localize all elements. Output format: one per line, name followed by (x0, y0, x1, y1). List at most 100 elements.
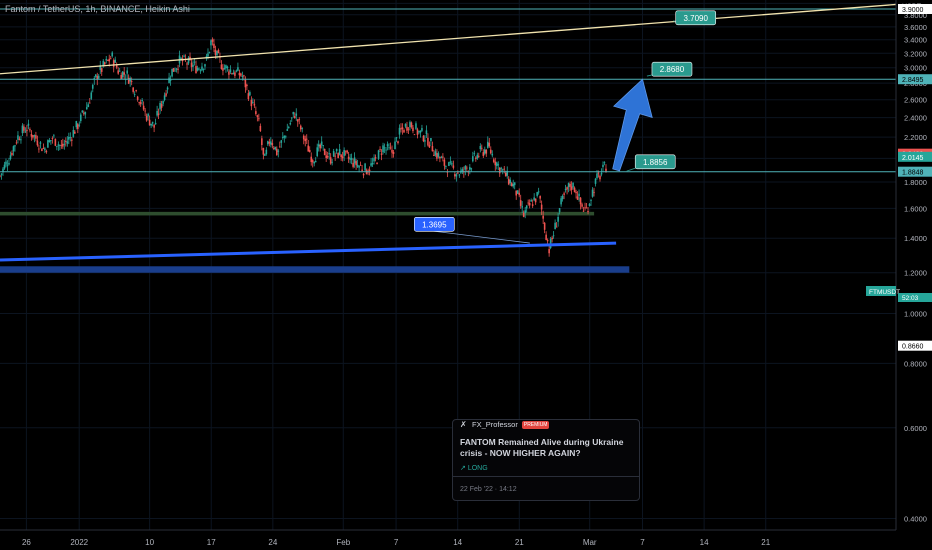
candle-body (332, 150, 335, 157)
candle-body (394, 141, 396, 150)
candle-body (340, 154, 342, 158)
candle-body (18, 138, 21, 140)
candle-body (546, 239, 549, 242)
candle-body (412, 127, 414, 132)
candle-body (174, 70, 176, 72)
candle-body (280, 140, 283, 143)
countdown-tag-label: 52:03 (902, 295, 919, 302)
candle-body (527, 202, 529, 204)
candle-body (433, 154, 435, 157)
candle-body (12, 146, 15, 152)
candle-body (331, 161, 333, 163)
candle-body (8, 163, 10, 165)
candle-body (480, 147, 483, 149)
candle-body (469, 167, 471, 170)
candle-body (281, 137, 284, 138)
candle-body (540, 204, 543, 210)
candle-body (434, 151, 437, 156)
candle-body (255, 111, 257, 115)
candle-body (199, 70, 202, 72)
y-tick-label: 2.4000 (904, 114, 927, 123)
price-axis: 4.00003.80003.60003.40003.20003.00002.80… (866, 0, 932, 550)
candle-body (2, 168, 4, 172)
post-title[interactable]: FANTOM Remained Alive during Ukraine cri… (460, 437, 624, 458)
candle-body (156, 110, 158, 116)
candle-body (29, 129, 31, 131)
candle-body (528, 202, 531, 206)
candle-body (560, 198, 562, 205)
candle-body (47, 140, 49, 148)
candle-body (573, 187, 576, 193)
candle-body (479, 146, 482, 150)
candle-body (569, 183, 571, 187)
candle-body (283, 135, 286, 138)
annotation-box (634, 154, 676, 170)
candle-body (225, 65, 227, 69)
candle-body (162, 100, 164, 104)
candle-body (41, 148, 43, 152)
candle-body (341, 156, 344, 159)
candle-body (558, 208, 561, 213)
candle-body (56, 146, 58, 147)
candle-body (106, 59, 109, 61)
candle-body (590, 200, 592, 201)
candle-body (353, 157, 356, 164)
candle-body (454, 174, 456, 177)
candle-body (244, 79, 247, 88)
candle-body (289, 123, 292, 125)
candle-body (147, 113, 149, 117)
candle-body (591, 189, 594, 197)
candle-body (449, 161, 452, 163)
candle-body (238, 72, 241, 76)
candle-body (504, 172, 507, 177)
candle-body (376, 163, 378, 165)
candle-body (192, 64, 194, 67)
candle-body (596, 173, 598, 179)
y-tick-label: 0.6000 (904, 424, 927, 433)
candle-body (114, 59, 117, 63)
candle-body (572, 182, 574, 188)
y-tick-label: 2.2000 (904, 133, 927, 142)
candle-body (250, 99, 253, 107)
candle-body (36, 140, 39, 146)
y-tick-label: 1.6000 (904, 204, 927, 213)
price-tag-label: 2.0145 (902, 155, 924, 162)
y-tick-label: 1.4000 (904, 234, 927, 243)
candle-body (33, 135, 36, 137)
candle-body (352, 162, 354, 167)
candle-body (400, 128, 402, 130)
candle-body (498, 167, 501, 174)
candle-body (78, 124, 81, 126)
candle-body (273, 148, 275, 149)
idea-post-card[interactable]: ✗ FX_Professor PREMIUM FANTOM Remained A… (452, 419, 640, 501)
candle-body (419, 130, 422, 133)
x-tick-label: Feb (336, 538, 350, 547)
candle-body (470, 168, 473, 170)
candle-body (398, 127, 401, 135)
candle-body (253, 103, 256, 106)
candle-body (445, 166, 447, 167)
candle-body (338, 149, 341, 155)
candle-body (588, 203, 591, 206)
candle-body (522, 212, 525, 217)
candle-body (451, 163, 453, 165)
candle-body (593, 192, 595, 194)
trend-up-icon: ↗ (460, 465, 466, 472)
candle-body (513, 182, 516, 186)
candle-body (145, 115, 148, 121)
candle-body (495, 162, 498, 167)
candle-body (335, 148, 338, 152)
candle-body (334, 155, 336, 157)
candle-body (148, 119, 151, 126)
candle-body (123, 72, 125, 75)
candle-body (313, 162, 316, 164)
candle-body (416, 129, 419, 135)
candle-body (216, 51, 218, 56)
candle-body (252, 102, 254, 104)
post-author[interactable]: FX_Professor (472, 420, 518, 429)
candle-body (448, 162, 450, 166)
candle-body (159, 102, 161, 110)
candle-body (15, 142, 18, 144)
candle-body (308, 149, 311, 153)
